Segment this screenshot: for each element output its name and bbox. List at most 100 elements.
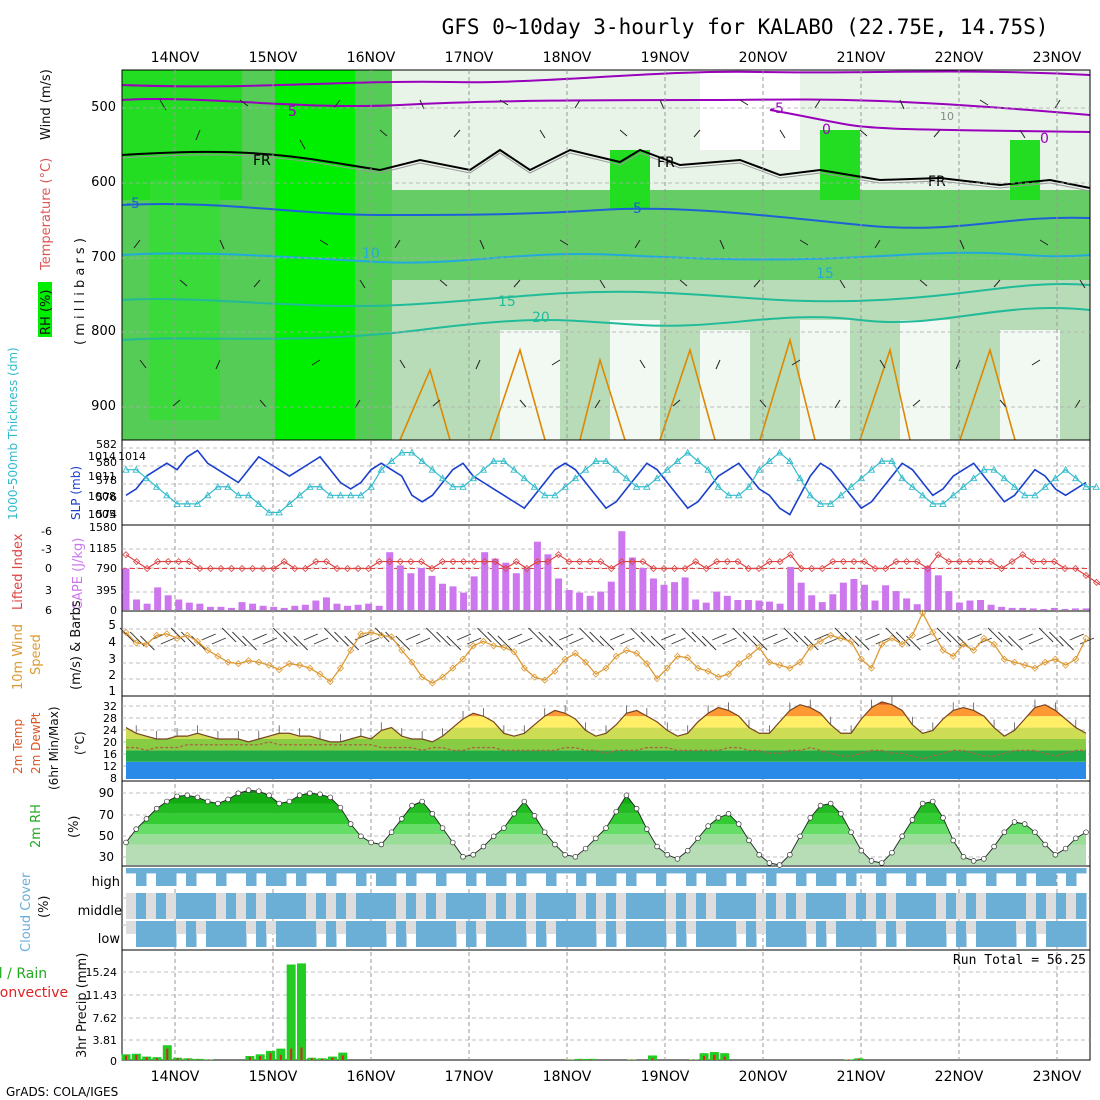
cape-bar [122,568,130,610]
li-point [322,558,331,566]
wind-point [959,640,968,648]
cloud-high-cell [716,868,727,886]
date-label: 19NOV [641,50,690,66]
cloud-high-cell [1056,868,1067,874]
cape-bar [301,604,309,610]
slp-axis-label: SLP (mb) [69,466,83,520]
wind-point [867,664,876,672]
cape-bar [987,604,995,610]
rh-point [204,798,211,805]
contour-label: 0 [822,122,831,138]
cloud-middle-cell [446,893,457,919]
cloud-low-cell [736,921,747,934]
precip-tick: 0 [110,1055,117,1068]
cloud-middle-cell [826,893,837,919]
rh-point [501,825,507,831]
precip-conv-bar [703,1056,706,1060]
temp2m-unit: (°C) [73,731,87,755]
thickness-point [244,491,253,499]
cloud-high-cell [766,868,777,886]
cape-bar [618,531,626,610]
cloud-middle-cell [436,893,447,919]
rh-point [1001,829,1008,835]
li-point [249,564,257,573]
cloud-low-cell [526,921,537,934]
date-label: 15NOV [249,50,298,66]
thickness-point [316,482,324,490]
cape-bar [702,602,710,610]
cape-bar [196,603,204,610]
wind-point [479,637,488,645]
cloud-high-cell [696,868,707,874]
thickness-point [622,474,631,482]
wind-barb [1079,637,1095,645]
li-point [671,564,679,573]
thickness-series-line [126,451,1097,514]
rh-point [450,839,456,846]
thickness-point [234,491,243,499]
cape-bar [871,600,879,610]
wind-barb [201,633,216,641]
thickness-point [857,474,866,482]
cloud-high-cell [306,868,317,874]
thickness-point [786,457,794,465]
cloud-high-cell [916,868,927,874]
thickness-point [469,474,477,482]
cloud-low-cell [846,921,857,947]
contour-label: FR [253,153,271,169]
wind-barb [1069,633,1084,641]
cloud-high-cell [356,868,367,886]
rh-point [541,829,548,835]
precip-conv-bar [692,1059,695,1060]
cloud-high-cell [856,868,867,874]
thickness-point [122,465,130,473]
precip-conv-bar [847,1059,850,1060]
rh-point [521,798,528,805]
cloud-middle-cell [166,893,177,919]
rh-axis-label: RH (%) [39,290,54,335]
cloud-high-cell [166,868,177,886]
thickness-point [397,448,406,456]
cloud-high-cell [1026,868,1037,874]
thickness-point [551,491,559,499]
cloud-high-cell [366,868,377,874]
thickness-point [387,457,396,465]
upper-air-axis-labels: RH (%) Temperature (°C) Wind (m/s) ( m i… [38,69,88,345]
cloud-low-cell [816,921,827,947]
rh-point [153,805,160,812]
thickness-point [275,508,283,516]
li-point [386,558,394,566]
cloud-low-cell [196,921,207,934]
li-point [871,564,879,573]
temp-tick: 32 [103,700,117,713]
cape-bar [681,577,689,610]
wind-barb [170,627,186,643]
contour-label: -5 [126,196,140,212]
thickness-point [530,482,539,490]
cloud-low-cell [1036,921,1047,934]
cloud-low-cell [276,921,287,947]
cloud-low-cell [606,921,617,947]
precip-total-bar [647,1055,657,1060]
cape-bar [607,581,615,610]
li-point [502,564,510,573]
cloud-high-cell [286,868,297,874]
cape-bar [945,591,953,610]
wind-barb [497,635,513,651]
temp2m-label-1: 2m Temp [11,719,25,774]
rh-point [582,845,589,852]
cloud-low-cell [786,921,797,947]
cloud-high-cell [526,868,537,874]
cloud-middle-cell [496,893,507,919]
cloud-low-cell [206,921,217,947]
cape-bar [565,590,573,610]
wind-point [684,654,692,662]
cape-bar [449,586,457,610]
cloud-low-cell [1006,921,1017,947]
rh-point [736,821,742,827]
cloud-middle-cell [866,893,877,919]
rh-point [940,815,946,821]
li-point [628,558,636,566]
cloud-middle-cell [476,893,487,919]
cloud-middle-cell [706,893,717,919]
